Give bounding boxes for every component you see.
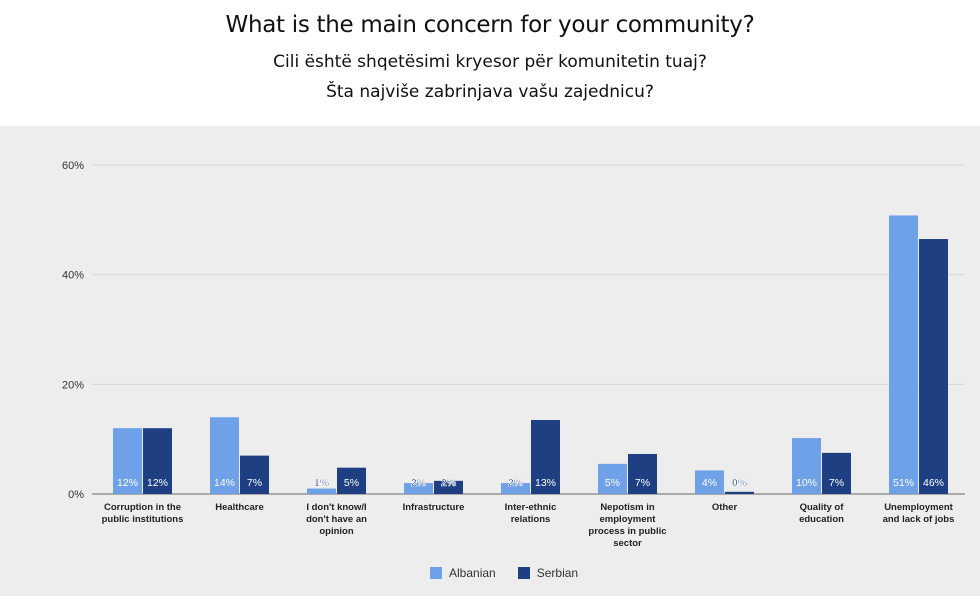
x-category-label: opinion — [319, 526, 353, 537]
data-label: 7% — [247, 477, 262, 489]
x-category-label: sector — [613, 538, 642, 549]
bar-serbian — [628, 453, 657, 494]
x-category-label: Quality of — [800, 502, 845, 513]
x-category-label: Corruption in the — [104, 502, 181, 513]
legend-label-albanian: Albanian — [449, 566, 496, 580]
y-tick-label: 40% — [62, 270, 84, 282]
data-label: 2% — [441, 477, 457, 489]
x-category-label: Nepotism in — [600, 502, 655, 513]
data-label: 5% — [344, 477, 359, 489]
bar-serbian — [143, 428, 172, 494]
legend-swatch-albanian — [430, 567, 442, 579]
data-label: 7% — [635, 477, 650, 489]
x-category-label: don't have an — [306, 514, 367, 525]
chart-subtitle-serbian: Šta najviše zabrinjava vašu zajednicu? — [326, 82, 654, 102]
bar-serbian — [240, 455, 269, 494]
chart-panel — [0, 126, 980, 596]
data-label: 0% — [732, 477, 748, 489]
data-label: 2% — [508, 477, 524, 489]
data-label: 12% — [117, 477, 138, 489]
x-category-label: process in public — [588, 526, 666, 537]
x-category-label: Other — [712, 502, 738, 513]
x-category-label: Unemployment — [884, 502, 953, 513]
y-tick-label: 0% — [68, 489, 84, 501]
x-category-label: public institutions — [102, 514, 184, 525]
x-category-label: Healthcare — [215, 502, 264, 513]
bar-serbian — [337, 467, 366, 494]
legend-label-serbian: Serbian — [536, 566, 579, 580]
chart-subtitle-albanian: Cili është shqetësimi kryesor për komuni… — [273, 52, 707, 72]
x-category-label: employment — [600, 514, 657, 525]
legend-item-albanian: Albanian — [430, 566, 496, 580]
bar-albanian — [695, 470, 724, 494]
legend: Albanian Serbian — [430, 566, 578, 580]
data-label: 4% — [702, 477, 717, 489]
data-label: 12% — [147, 477, 168, 489]
bar-albanian — [210, 417, 239, 494]
chart-title: What is the main concern for your commun… — [225, 12, 755, 38]
data-label: 46% — [923, 477, 944, 489]
x-category-label: and lack of jobs — [883, 514, 955, 525]
bar-albanian — [113, 428, 142, 494]
data-label: 7% — [829, 477, 844, 489]
x-category-label: relations — [511, 514, 551, 525]
y-tick-label: 60% — [62, 160, 84, 172]
bar-albanian — [889, 215, 918, 495]
y-tick-label: 20% — [62, 379, 84, 391]
x-category-label: Inter-ethnic — [505, 502, 557, 513]
bar-serbian — [725, 491, 754, 494]
bar-serbian — [434, 480, 463, 494]
data-label: 1% — [314, 477, 330, 489]
data-label: 2% — [411, 477, 427, 489]
data-label: 51% — [893, 477, 914, 489]
bar-albanian — [792, 438, 821, 494]
x-category-label: I don't know/I — [306, 502, 366, 513]
bar-serbian — [822, 452, 851, 494]
bar-albanian — [501, 483, 530, 494]
bar-albanian — [307, 488, 336, 494]
bar-serbian — [531, 419, 560, 494]
x-category-label: education — [799, 514, 844, 525]
data-label: 5% — [605, 477, 620, 489]
data-label: 10% — [796, 477, 817, 489]
bar-albanian — [404, 483, 433, 494]
bar-serbian — [919, 239, 948, 494]
legend-item-serbian: Serbian — [517, 566, 579, 580]
x-category-label: Infrastructure — [403, 502, 465, 513]
data-label: 13% — [535, 477, 556, 489]
legend-swatch-serbian — [517, 567, 530, 579]
chart-header: What is the main concern for your commun… — [0, 0, 980, 126]
data-label: 14% — [214, 477, 235, 489]
bar-albanian — [598, 463, 627, 494]
